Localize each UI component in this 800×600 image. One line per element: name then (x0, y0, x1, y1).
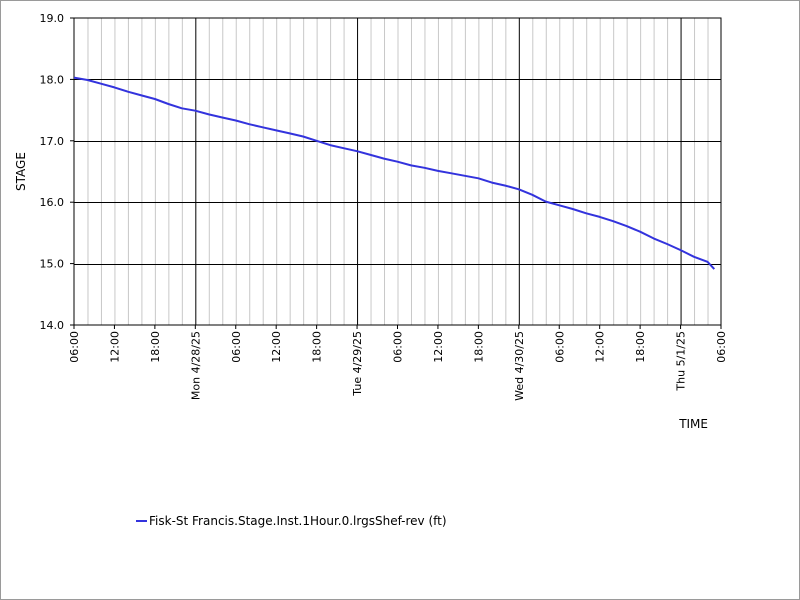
x-tick-label: 18:00 (149, 331, 162, 363)
y-tick-label: 15.0 (40, 258, 65, 271)
y-tick-label: 14.0 (40, 319, 65, 332)
legend-label: Fisk-St Francis.Stage.Inst.1Hour.0.lrgsS… (149, 514, 447, 528)
x-tick-label: 06:00 (553, 331, 566, 363)
x-tick-label: Wed 4/30/25 (513, 331, 526, 401)
x-axis-label: TIME (678, 417, 708, 431)
legend: Fisk-St Francis.Stage.Inst.1Hour.0.lrgsS… (136, 514, 447, 528)
x-tick-label: 06:00 (230, 331, 243, 363)
x-tick-label: 12:00 (270, 331, 283, 363)
x-tick-label: Thu 5/1/25 (675, 331, 688, 392)
x-tick-label: Tue 4/29/25 (351, 331, 364, 397)
grid-lines (74, 18, 721, 325)
y-tick-label: 17.0 (40, 135, 65, 148)
x-tick-label: 12:00 (432, 331, 445, 363)
x-tick-label: 12:00 (108, 331, 121, 363)
x-tick-label: 18:00 (472, 331, 485, 363)
x-tick-label: 12:00 (594, 331, 607, 363)
x-tick-label: 06:00 (715, 331, 728, 363)
x-tick-label: 18:00 (634, 331, 647, 363)
series-line (73, 76, 716, 270)
x-tick-label: 18:00 (311, 331, 324, 363)
y-axis-ticks: 14.0 15.0 16.0 17.0 18.0 19.0 (40, 12, 74, 332)
x-axis-ticks: 06:00 12:00 18:00 Mon 4/28/25 06:00 12:00 18:0… (68, 325, 728, 401)
y-tick-label: 19.0 (40, 12, 65, 25)
x-tick-label: Mon 4/28/25 (189, 331, 202, 400)
y-tick-label: 16.0 (40, 196, 65, 209)
y-tick-label: 18.0 (40, 73, 65, 86)
y-axis-label: STAGE (14, 152, 28, 191)
x-tick-label: 06:00 (68, 331, 81, 363)
x-tick-label: 06:00 (392, 331, 405, 363)
